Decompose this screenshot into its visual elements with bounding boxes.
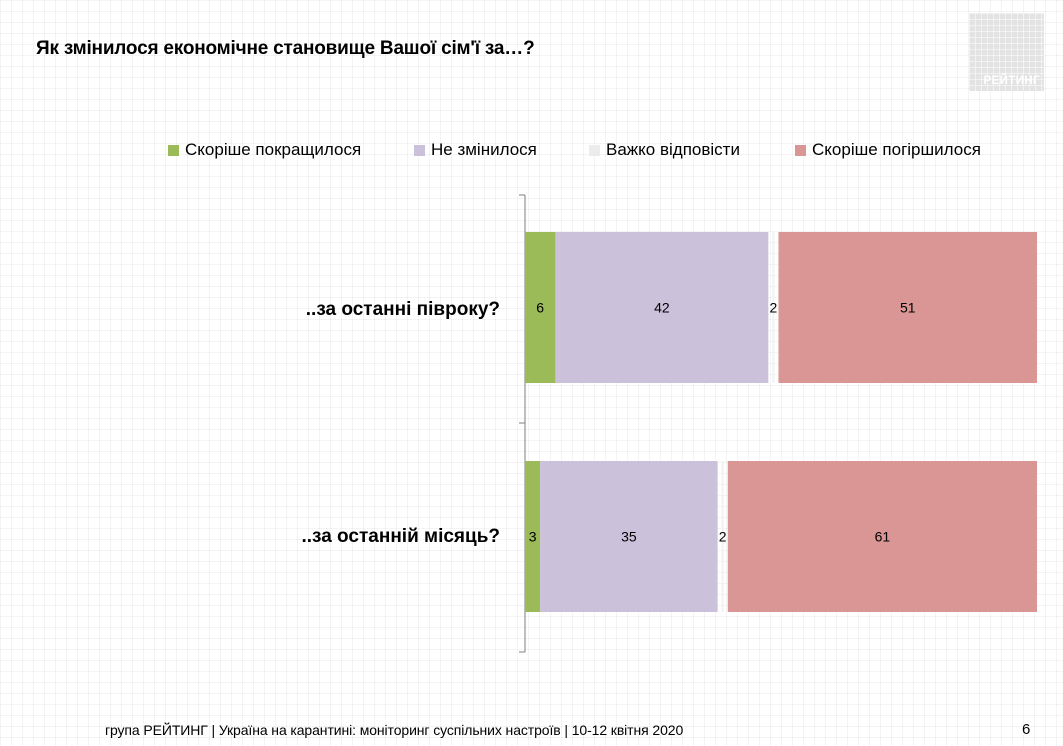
legend-label-improved: Скоріше покращилося: [185, 140, 362, 159]
legend-swatch-hard-to-say: [589, 144, 600, 156]
legend-item-hard-to-say: Важко відповісти: [589, 138, 740, 162]
footer-text: група РЕЙТИНГ | Україна на карантині: мо…: [105, 722, 684, 738]
page-number: 6: [1022, 721, 1031, 738]
category-label-month: ..за останній місяць?: [301, 526, 500, 547]
bar-half-year-hard-to-say: [772, 232, 775, 383]
category-label-half-year: ..за останні півроку?: [305, 299, 500, 320]
data-label-month-worsened: 61: [875, 529, 891, 545]
bar-month-improved: [525, 461, 541, 612]
bar-half-year-worsened: [778, 232, 1037, 383]
data-label-half-year-improved: 6: [536, 300, 544, 316]
data-label-month-unchanged: 35: [621, 529, 637, 545]
legend-item-improved: Скоріше покращилося: [168, 138, 361, 162]
legend-swatch-improved: [168, 144, 179, 156]
chart-legend: Скоріше покращилося Не змінилося Важко в…: [0, 138, 1063, 162]
bar-month-hard-to-say: [721, 461, 724, 612]
legend-item-unchanged: Не змінилося: [414, 138, 537, 162]
legend-label-worsened: Скоріше погіршилося: [812, 140, 981, 159]
legend-swatch-unchanged: [414, 144, 425, 156]
legend-swatch-worsened: [795, 144, 806, 156]
page-title: Як змінилося економічне становище Вашої …: [36, 38, 535, 59]
data-label-half-year-unchanged: 42: [654, 300, 670, 316]
data-label-month-hard-to-say: 2: [719, 529, 727, 545]
logo-text: РЕЙТИНГ: [983, 75, 1040, 87]
bar-month-unchanged: [540, 461, 718, 612]
rating-logo: РЕЙТИНГ: [969, 13, 1044, 91]
data-label-month-improved: 3: [529, 529, 537, 545]
legend-item-worsened: Скоріше погіршилося: [795, 138, 981, 162]
bar-month-worsened: [727, 461, 1037, 612]
logo-pattern: [969, 13, 1044, 91]
legend-label-unchanged: Не змінилося: [431, 140, 537, 159]
bar-half-year-improved: [525, 232, 556, 383]
data-label-half-year-worsened: 51: [900, 300, 916, 316]
data-label-half-year-hard-to-say: 2: [769, 300, 777, 316]
legend-label-hard-to-say: Важко відповісти: [606, 140, 740, 159]
bar-half-year-unchanged: [555, 232, 769, 383]
